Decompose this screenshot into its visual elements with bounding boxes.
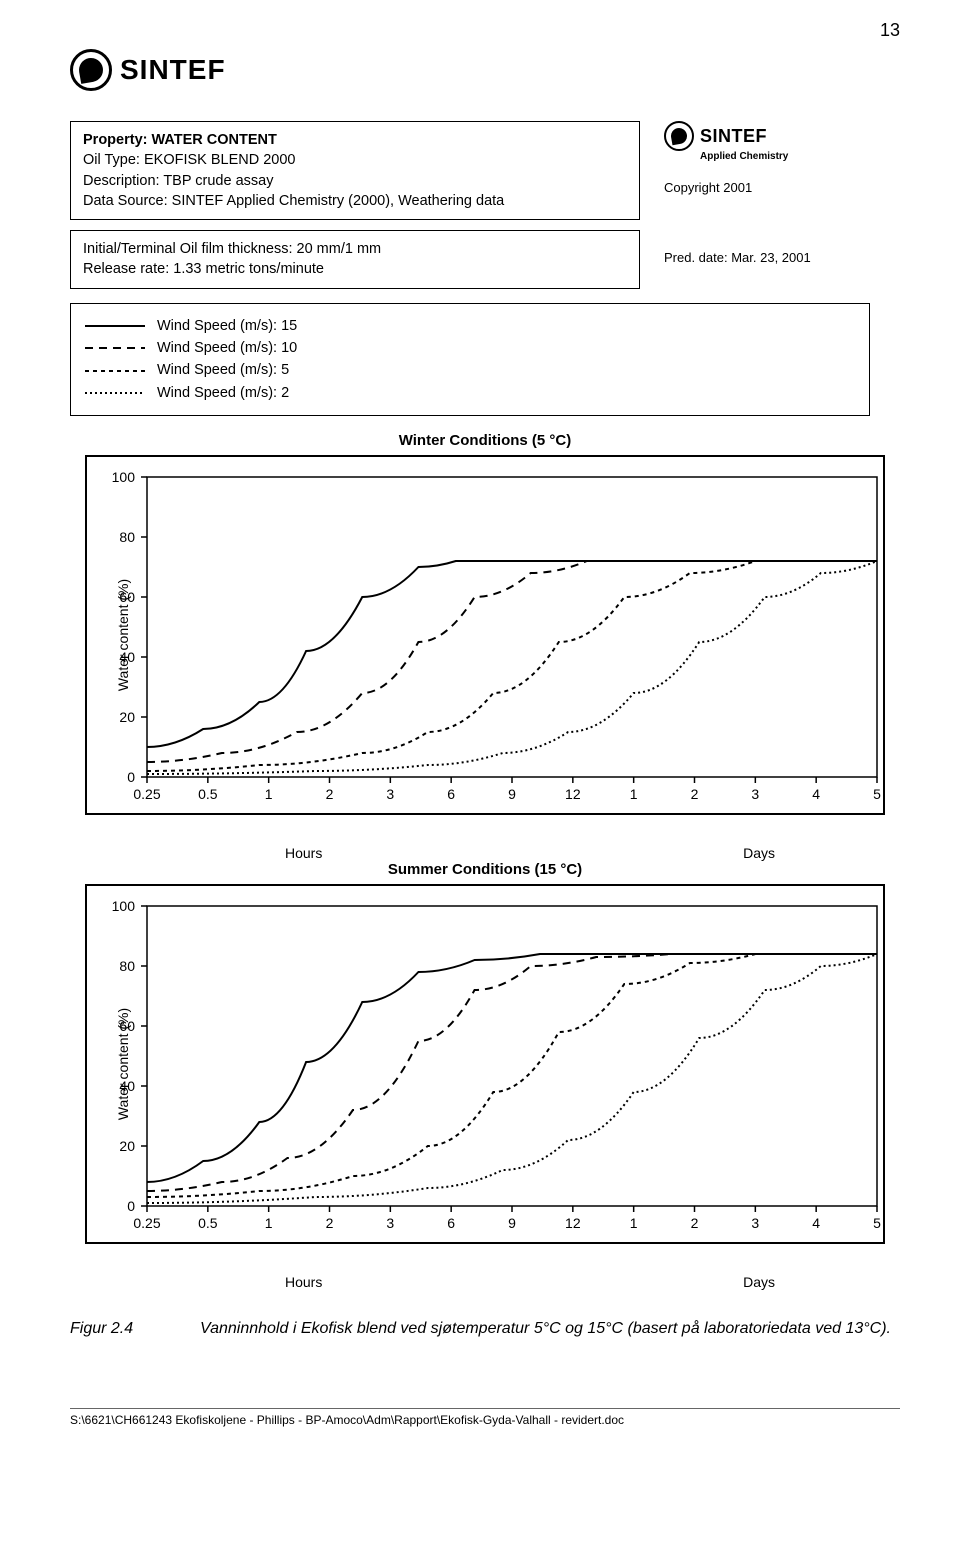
svg-text:6: 6 [447, 1215, 455, 1231]
small-logo-sublabel: Applied Chemistry [700, 151, 788, 162]
svg-text:20: 20 [119, 1138, 135, 1154]
svg-text:1: 1 [265, 1215, 273, 1231]
svg-text:5: 5 [873, 1215, 881, 1231]
svg-text:0: 0 [127, 769, 135, 785]
chart-winter: Water content (%)0204060801000.250.51236… [85, 455, 885, 815]
svg-text:1: 1 [630, 1215, 638, 1231]
legend-item: Wind Speed (m/s): 10 [85, 338, 855, 358]
prop-line: Oil Type: EKOFISK BLEND 2000 [83, 150, 627, 170]
x-axis-sublabels: HoursDays [85, 1274, 885, 1290]
init-line: Initial/Terminal Oil film thickness: 20 … [83, 239, 627, 259]
svg-text:12: 12 [565, 1215, 581, 1231]
init-line: Release rate: 1.33 metric tons/minute [83, 259, 627, 279]
svg-text:80: 80 [119, 958, 135, 974]
svg-text:100: 100 [112, 469, 136, 485]
right-meta: SINTEF Applied Chemistry Copyright 2001 [664, 121, 864, 195]
svg-text:3: 3 [386, 1215, 394, 1231]
svg-text:12: 12 [565, 786, 581, 802]
svg-text:1: 1 [630, 786, 638, 802]
figure-text: Vanninnhold i Ekofisk blend ved sjøtempe… [200, 1320, 891, 1338]
legend-label: Wind Speed (m/s): 5 [157, 360, 289, 380]
svg-text:2: 2 [691, 1215, 699, 1231]
figure-number: Figur 2.4 [70, 1320, 170, 1338]
x-axis-sublabels: HoursDays [85, 845, 885, 861]
sintef-logo-mark [70, 49, 112, 91]
svg-text:3: 3 [751, 1215, 759, 1231]
svg-text:2: 2 [326, 786, 334, 802]
svg-text:0.5: 0.5 [198, 786, 218, 802]
svg-text:1: 1 [265, 786, 273, 802]
copyright-text: Copyright 2001 [664, 180, 752, 195]
svg-text:20: 20 [119, 709, 135, 725]
legend-box: Wind Speed (m/s): 15Wind Speed (m/s): 10… [70, 303, 870, 416]
legend-item: Wind Speed (m/s): 5 [85, 360, 855, 380]
sintef-logo: SINTEF [70, 49, 900, 91]
figure-caption: Figur 2.4 Vanninnhold i Ekofisk blend ve… [70, 1320, 900, 1338]
svg-text:4: 4 [812, 786, 820, 802]
chart-summer: Water content (%)0204060801000.250.51236… [85, 884, 885, 1244]
property-box: Property: WATER CONTENT Oil Type: EKOFIS… [70, 121, 640, 220]
svg-text:0.25: 0.25 [133, 1215, 160, 1231]
svg-text:2: 2 [691, 786, 699, 802]
svg-text:0: 0 [127, 1198, 135, 1214]
legend-item: Wind Speed (m/s): 15 [85, 316, 855, 336]
svg-text:2: 2 [326, 1215, 334, 1231]
svg-text:3: 3 [751, 786, 759, 802]
legend-label: Wind Speed (m/s): 10 [157, 338, 297, 358]
y-axis-label: Water content (%) [115, 1008, 131, 1120]
pred-date-text: Pred. date: Mar. 23, 2001 [664, 250, 811, 265]
legend-label: Wind Speed (m/s): 2 [157, 383, 289, 403]
svg-text:100: 100 [112, 898, 136, 914]
svg-text:6: 6 [447, 786, 455, 802]
page-number: 13 [70, 20, 900, 41]
svg-text:0.5: 0.5 [198, 1215, 218, 1231]
initial-terminal-box: Initial/Terminal Oil film thickness: 20 … [70, 230, 640, 289]
chart-title: Summer Conditions (15 °C) [70, 861, 900, 878]
legend-item: Wind Speed (m/s): 2 [85, 383, 855, 403]
svg-text:80: 80 [119, 529, 135, 545]
y-axis-label: Water content (%) [115, 579, 131, 691]
svg-text:0.25: 0.25 [133, 786, 160, 802]
sintef-logo-text: SINTEF [120, 54, 226, 86]
prop-line: Description: TBP crude assay [83, 171, 627, 191]
footer-path: S:\6621\CH661243 Ekofiskoljene - Phillip… [70, 1408, 900, 1427]
prop-line: Property: WATER CONTENT [83, 130, 627, 150]
svg-text:9: 9 [508, 786, 516, 802]
svg-text:4: 4 [812, 1215, 820, 1231]
small-sintef-logo: SINTEF [664, 121, 767, 151]
svg-text:5: 5 [873, 786, 881, 802]
chart-title: Winter Conditions (5 °C) [70, 432, 900, 449]
legend-label: Wind Speed (m/s): 15 [157, 316, 297, 336]
prop-line: Data Source: SINTEF Applied Chemistry (2… [83, 191, 627, 211]
svg-text:3: 3 [386, 786, 394, 802]
svg-text:9: 9 [508, 1215, 516, 1231]
